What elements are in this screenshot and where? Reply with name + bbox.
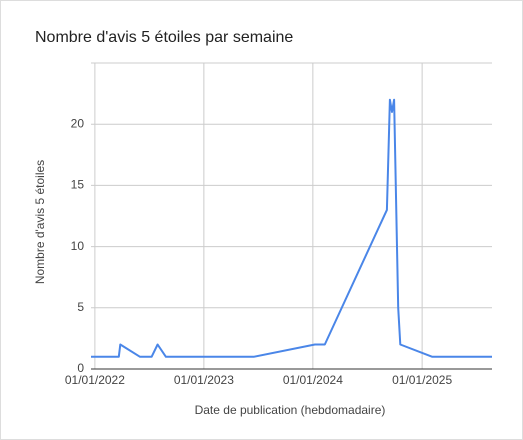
x-tick-label: 01/01/2023: [174, 373, 234, 387]
y-tick-label: 5: [77, 300, 84, 314]
data-line: [91, 98, 492, 358]
x-axis-label: Date de publication (hebdomadaire): [195, 403, 386, 417]
y-tick-label: 10: [71, 239, 85, 253]
y-tick-label: 15: [71, 178, 85, 192]
x-tick-label: 01/01/2024: [283, 373, 343, 387]
y-axis-label: Nombre d'avis 5 étoiles: [33, 160, 47, 284]
x-tick-label: 01/01/2022: [65, 373, 125, 387]
x-tick-label: 01/01/2025: [392, 373, 452, 387]
y-tick-label: 20: [71, 116, 85, 130]
chart-title: Nombre d'avis 5 étoiles par semaine: [35, 29, 293, 46]
y-tick-label: 0: [77, 361, 84, 375]
